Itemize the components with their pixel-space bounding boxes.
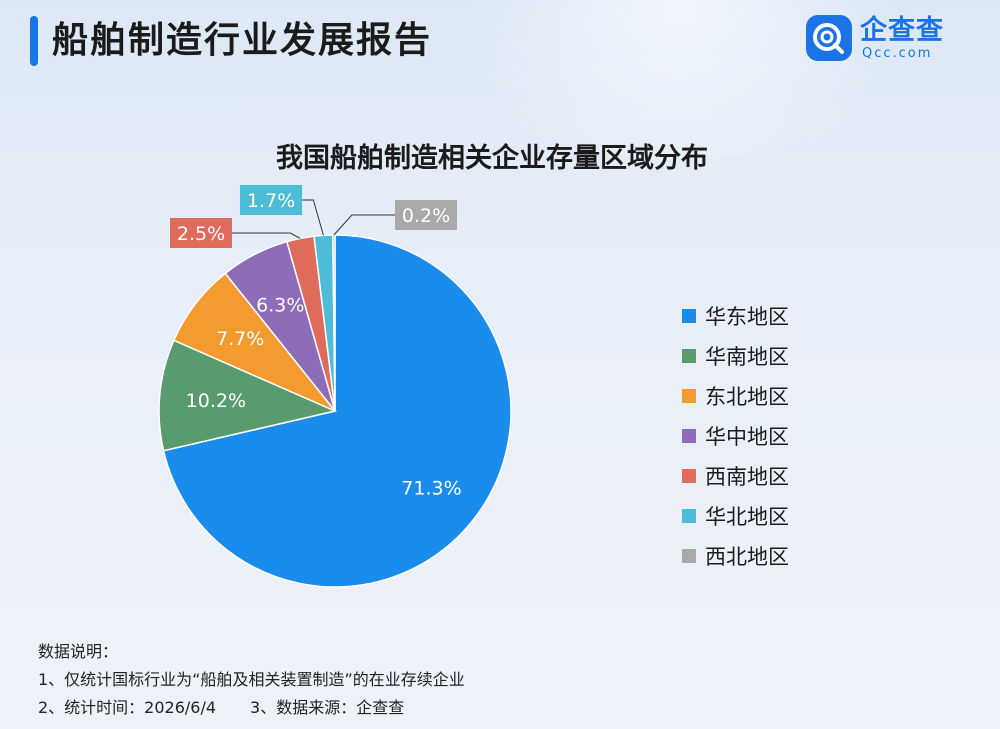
legend-swatch xyxy=(682,429,696,443)
data-label: 71.3% xyxy=(401,478,461,500)
notes-line-2: 2、统计时间：2026/6/4 3、数据来源：企查查 xyxy=(38,694,465,722)
legend-item: 西南地区 xyxy=(682,456,789,496)
legend-swatch xyxy=(682,509,696,523)
legend-swatch xyxy=(682,549,696,563)
notes-stat-time: 2、统计时间：2026/6/4 xyxy=(38,698,217,717)
logo-name: 企查查 xyxy=(860,15,944,46)
chart-legend: 华东地区华南地区东北地区华中地区西南地区华北地区西北地区 xyxy=(682,296,789,576)
data-label: 2.5% xyxy=(177,223,225,245)
logo-icon xyxy=(806,15,852,61)
legend-swatch xyxy=(682,469,696,483)
pie-slice xyxy=(158,339,338,452)
legend-label: 西北地区 xyxy=(705,545,789,569)
legend-label: 东北地区 xyxy=(705,385,789,409)
notes-heading: 数据说明： xyxy=(38,642,119,661)
data-label: 6.3% xyxy=(256,295,304,317)
legend-item: 华东地区 xyxy=(682,296,789,336)
callout-line xyxy=(333,214,395,236)
legend-label: 华南地区 xyxy=(705,345,789,369)
pie-slice xyxy=(332,234,336,412)
data-notes: 数据说明： 1、仅统计国标行业为“船舶及相关装置制造”的在业存续企业 2、统计时… xyxy=(38,638,465,722)
brand-logo: 企查查 Qcc.com xyxy=(806,15,966,63)
legend-label: 华中地区 xyxy=(705,425,789,449)
callout-box xyxy=(170,218,232,248)
data-label: 1.7% xyxy=(247,190,295,212)
legend-item: 东北地区 xyxy=(682,376,789,416)
legend-swatch xyxy=(682,389,696,403)
callout-line xyxy=(302,199,324,236)
notes-source: 3、数据来源：企查查 xyxy=(250,698,405,717)
legend-item: 华南地区 xyxy=(682,336,789,376)
notes-line-1: 1、仅统计国标行业为“船舶及相关装置制造”的在业存续企业 xyxy=(38,670,465,689)
legend-item: 西北地区 xyxy=(682,536,789,576)
legend-label: 西南地区 xyxy=(705,465,789,489)
legend-label: 华北地区 xyxy=(705,505,789,529)
legend-item: 华中地区 xyxy=(682,416,789,456)
legend-item: 华北地区 xyxy=(682,496,789,536)
legend-label: 华东地区 xyxy=(705,305,789,329)
callout-box xyxy=(240,185,302,215)
data-label: 10.2% xyxy=(186,390,246,412)
title-accent-bar xyxy=(30,16,38,66)
chart-title: 我国船舶制造相关企业存量区域分布 xyxy=(276,143,708,174)
data-label: 7.7% xyxy=(216,328,264,350)
pie-slice xyxy=(162,234,512,588)
callout-line xyxy=(232,232,301,239)
callout-box xyxy=(395,200,457,230)
data-label: 0.2% xyxy=(402,205,450,227)
legend-swatch xyxy=(682,349,696,363)
logo-domain: Qcc.com xyxy=(862,46,933,61)
legend-swatch xyxy=(682,309,696,323)
page-title: 船舶制造行业发展报告 xyxy=(52,20,433,61)
